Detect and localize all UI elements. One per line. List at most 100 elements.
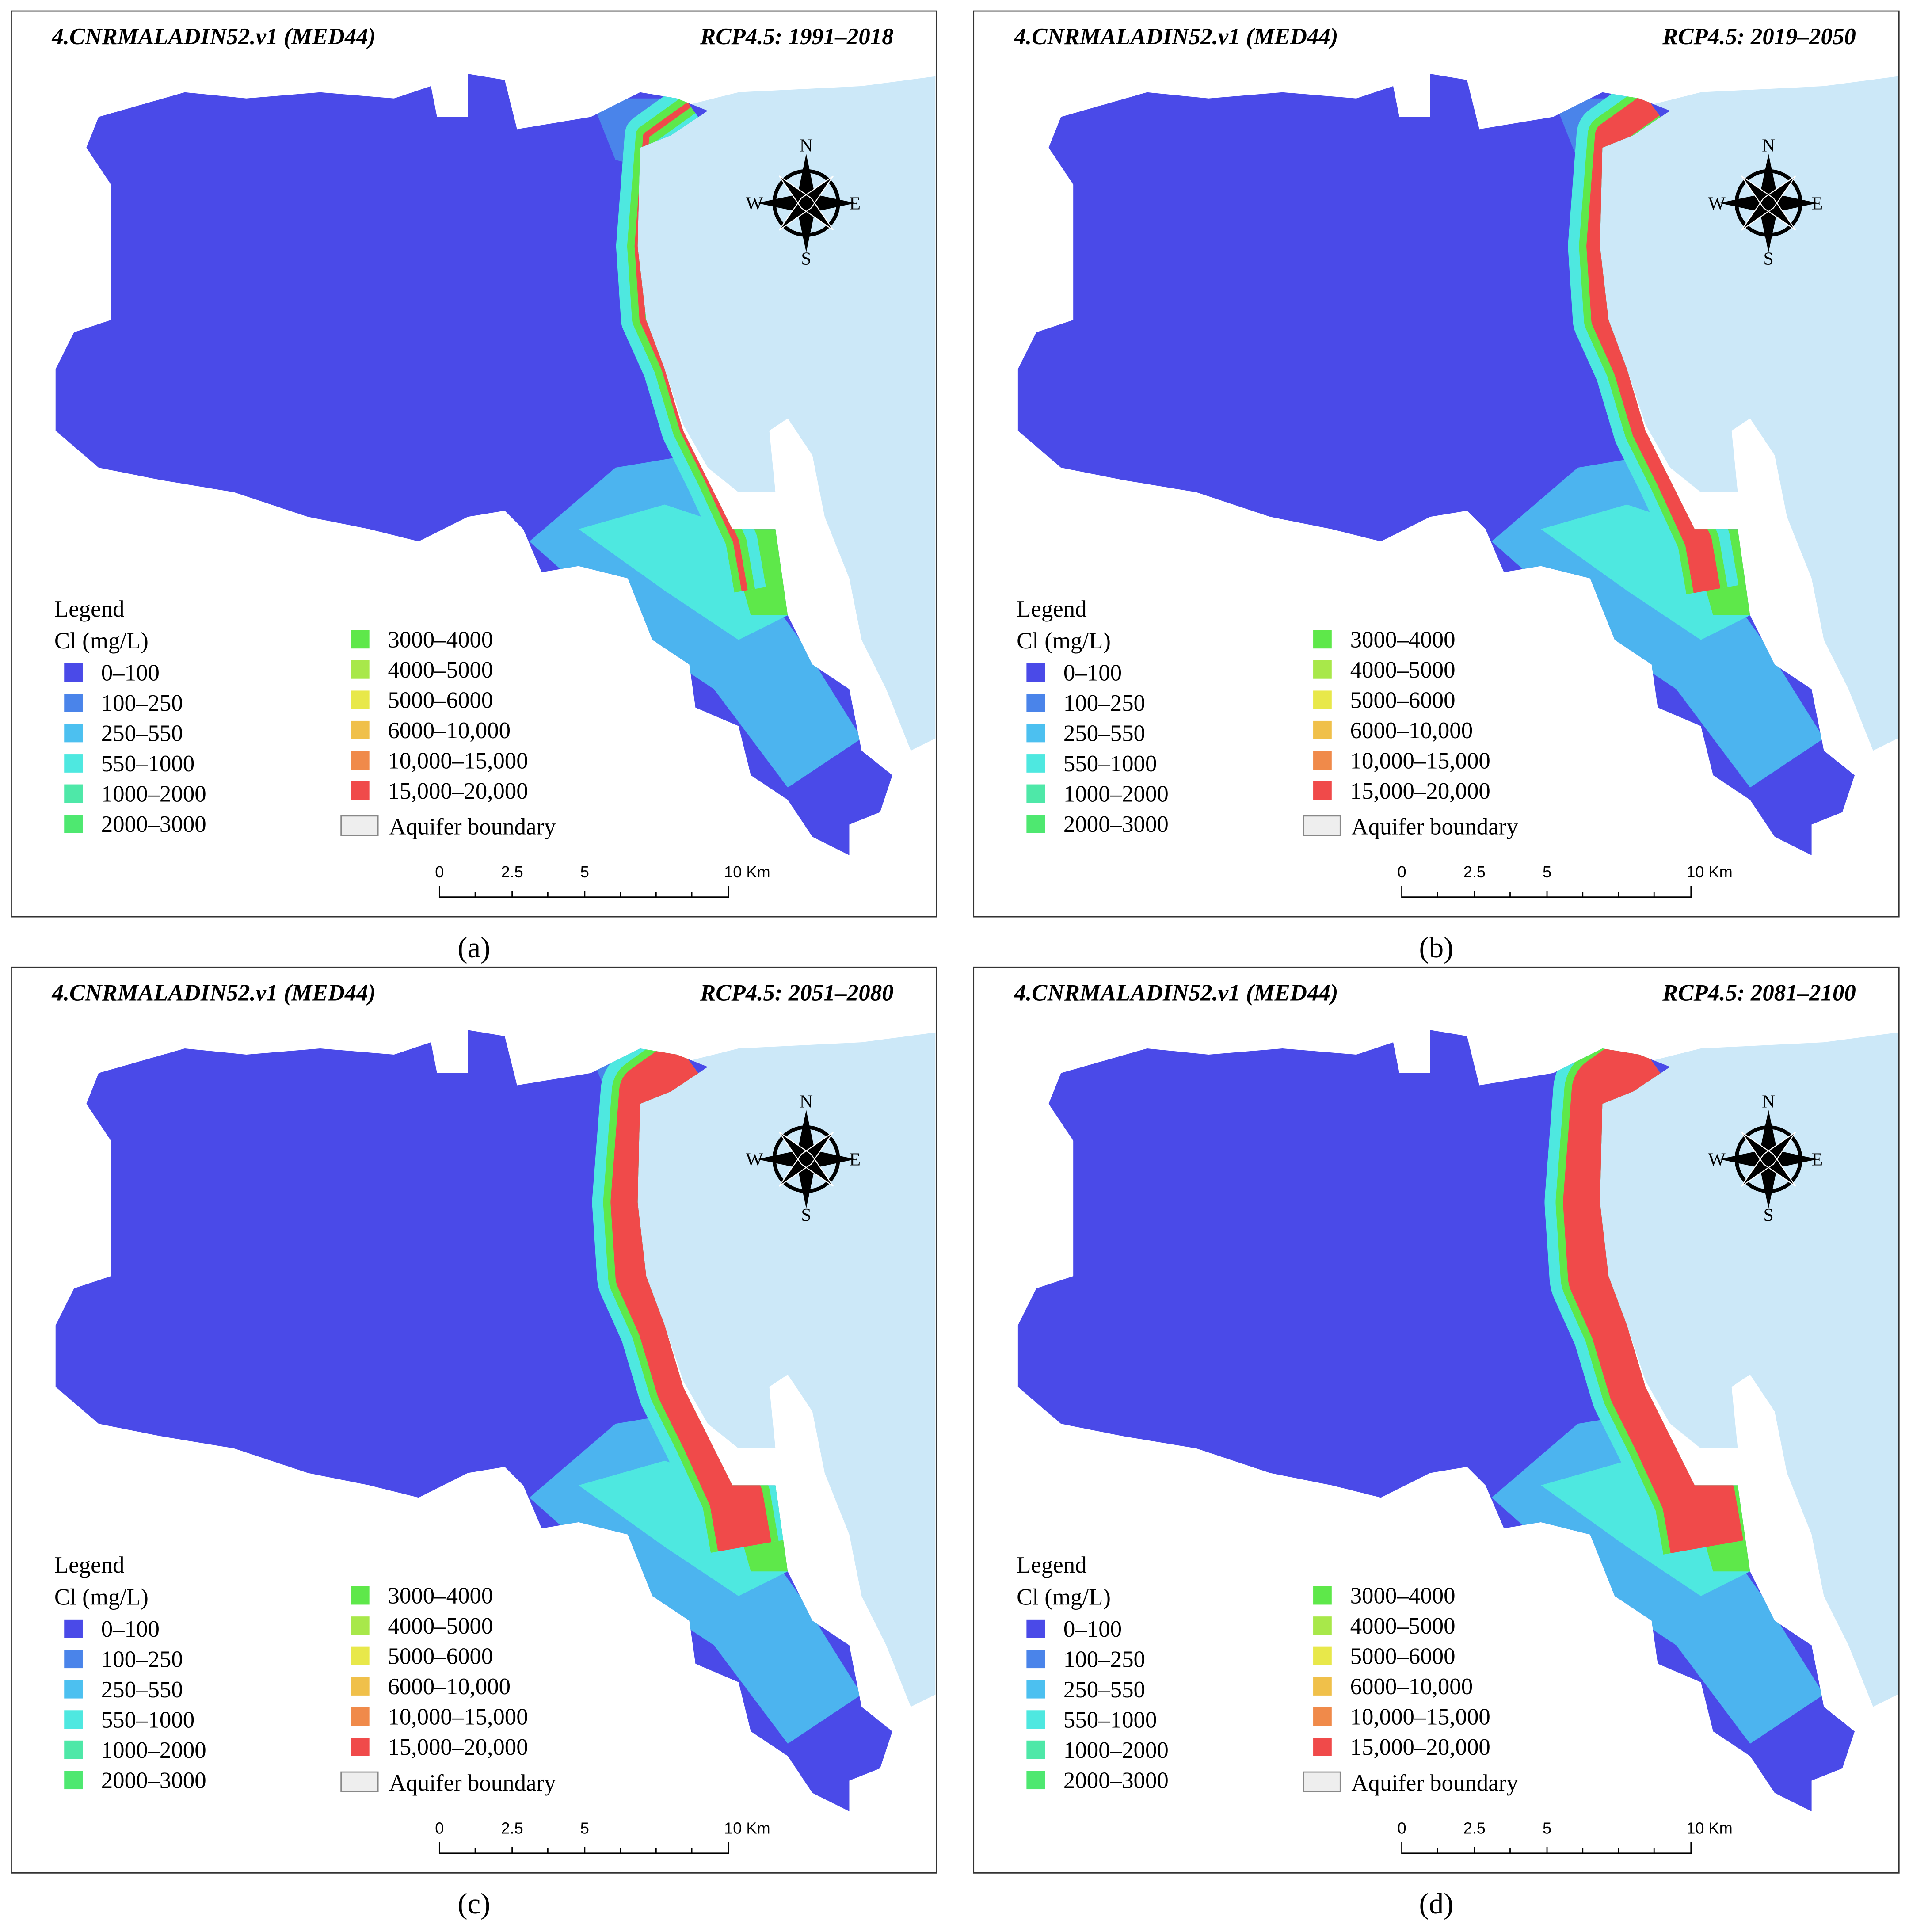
legend-swatch — [351, 781, 370, 800]
scale-label: 0 — [435, 1819, 444, 1837]
scale-label: 10 Km — [1686, 1819, 1733, 1837]
compass-w: W — [1708, 193, 1726, 213]
panel-caption: (d) — [1419, 1887, 1454, 1920]
legend-swatch — [351, 1707, 370, 1726]
boundary-label: Aquifer boundary — [1351, 1770, 1518, 1796]
legend-label: 250–550 — [1063, 1677, 1145, 1703]
legend-label: 6000–10,000 — [1350, 1674, 1473, 1700]
boundary-label: Aquifer boundary — [1351, 814, 1518, 840]
legend-swatch — [351, 690, 370, 709]
legend-label: 5000–6000 — [388, 1644, 493, 1669]
legend-swatch — [351, 660, 370, 679]
sea — [1600, 1032, 1898, 1707]
legend-swatch — [351, 1616, 370, 1635]
compass-star — [778, 175, 834, 231]
legend-swatch — [1026, 1619, 1045, 1638]
boundary-swatch — [340, 1771, 379, 1793]
compass-w: W — [746, 193, 763, 213]
scale-label: 2.5 — [501, 1819, 523, 1837]
compass-n: N — [1762, 135, 1775, 156]
legend-label: 100–250 — [101, 690, 183, 716]
compass-s: S — [1764, 1205, 1774, 1225]
legend-label: 2000–3000 — [101, 1768, 206, 1793]
legend-swatch — [1313, 1677, 1332, 1696]
scale-bar — [438, 886, 730, 898]
scale-label: 0 — [435, 863, 444, 881]
legend-title: Legend — [54, 596, 125, 622]
legend-swatch — [351, 1677, 370, 1696]
legend-title: Legend — [54, 1552, 125, 1578]
legend-label: 3000–4000 — [388, 1583, 493, 1609]
compass-n: N — [1762, 1092, 1775, 1112]
legend-swatch — [1313, 751, 1332, 770]
boundary-swatch — [1303, 815, 1341, 836]
legend-label: 15,000–20,000 — [388, 1734, 528, 1760]
scale-bar — [438, 1842, 730, 1854]
compass-s: S — [801, 1205, 811, 1225]
legend-swatch — [1026, 663, 1045, 682]
legend-swatch — [64, 815, 83, 833]
sea — [637, 76, 936, 751]
legend-swatch — [351, 1586, 370, 1605]
scale-label: 5 — [580, 1819, 589, 1837]
boundary-label: Aquifer boundary — [389, 1770, 556, 1796]
legend-label: 6000–10,000 — [388, 718, 511, 743]
legend-swatch — [64, 1771, 83, 1790]
legend-swatch — [64, 784, 83, 803]
legend-swatch — [64, 724, 83, 743]
legend-label: 15,000–20,000 — [1350, 1734, 1490, 1760]
legend-swatch — [1026, 1650, 1045, 1669]
legend-swatch — [351, 630, 370, 649]
compass-star — [1741, 175, 1796, 231]
legend-label: 4000–5000 — [388, 1613, 493, 1639]
legend-swatch — [1313, 630, 1332, 649]
legend-swatch — [351, 751, 370, 770]
legend-swatch — [64, 1710, 83, 1729]
legend-title: Legend — [1017, 596, 1087, 622]
compass-w: W — [746, 1150, 763, 1170]
legend-swatch — [1313, 781, 1332, 800]
legend-label: 10,000–15,000 — [388, 748, 528, 774]
legend-swatch — [64, 1619, 83, 1638]
legend-label: 550–1000 — [101, 1707, 195, 1733]
legend-swatch — [64, 1650, 83, 1669]
legend-subtitle: Cl (mg/L) — [1017, 628, 1111, 654]
model-label: 4.CNRMALADIN52.v1 (MED44) — [51, 24, 376, 50]
legend-swatch — [64, 754, 83, 773]
model-label: 4.CNRMALADIN52.v1 (MED44) — [51, 980, 376, 1006]
legend-label: 5000–6000 — [1350, 1644, 1456, 1669]
legend-swatch — [351, 720, 370, 739]
scenario-label: RCP4.5: 2051–2080 — [700, 980, 894, 1006]
legend-swatch — [1313, 660, 1332, 679]
scale-bar — [1401, 886, 1692, 898]
legend-label: 100–250 — [1063, 1646, 1145, 1672]
legend-swatch — [64, 663, 83, 682]
compass-star — [778, 1132, 834, 1187]
legend-swatch — [1026, 1740, 1045, 1759]
legend-label: 10,000–15,000 — [1350, 748, 1490, 774]
panel: 4.CNRMALADIN52.v1 (MED44) RCP4.5: 2051–20… — [11, 966, 937, 1920]
legend-label: 1000–2000 — [1063, 1738, 1169, 1763]
compass-star — [1741, 1132, 1796, 1187]
legend-label: 250–550 — [101, 1677, 183, 1703]
legend-label: 6000–10,000 — [388, 1674, 511, 1700]
compass-s: S — [1764, 249, 1774, 269]
legend-label: 4000–5000 — [1350, 1613, 1456, 1639]
scenario-label: RCP4.5: 2019–2050 — [1662, 24, 1856, 50]
compass-e: E — [849, 1150, 861, 1170]
legend-swatch — [1026, 694, 1045, 712]
compass-n: N — [800, 1092, 813, 1112]
model-label: 4.CNRMALADIN52.v1 (MED44) — [1014, 980, 1338, 1006]
legend-subtitle: Cl (mg/L) — [54, 628, 149, 654]
boundary-swatch — [340, 815, 379, 836]
legend-label: 0–100 — [101, 1616, 160, 1642]
compass-e: E — [849, 193, 861, 213]
scale-label: 5 — [1543, 863, 1551, 881]
legend-label: 550–1000 — [1063, 751, 1157, 777]
legend-subtitle: Cl (mg/L) — [54, 1584, 149, 1610]
compass-e: E — [1812, 1150, 1823, 1170]
legend-label: 250–550 — [1063, 721, 1145, 747]
legend-label: 1000–2000 — [101, 781, 206, 807]
